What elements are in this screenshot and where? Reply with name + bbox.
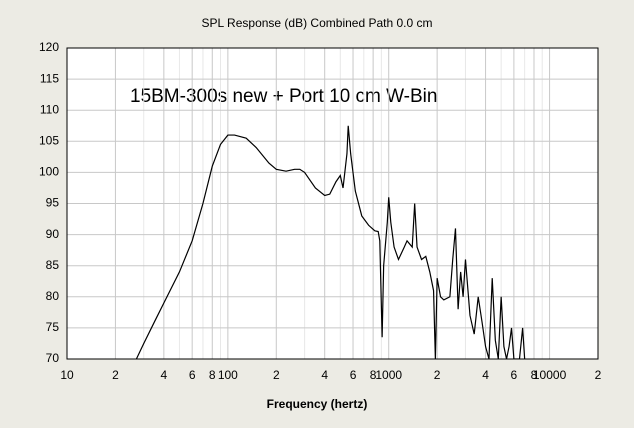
y-tick-label: 90 <box>46 227 60 241</box>
x-tick-label: 6 <box>350 368 357 382</box>
y-tick-label: 100 <box>39 165 59 179</box>
x-tick-label: 4 <box>161 368 168 382</box>
x-tick-label: 100 <box>218 368 238 382</box>
y-tick-label: 70 <box>46 351 60 365</box>
y-tick-label: 85 <box>46 258 60 272</box>
x-tick-label: 6 <box>189 368 196 382</box>
x-tick-label: 2 <box>273 368 280 382</box>
x-tick-label: 2 <box>112 368 119 382</box>
series-line <box>135 125 526 359</box>
y-tick-label: 120 <box>39 40 59 54</box>
x-tick-label: 6 <box>511 368 518 382</box>
x-axis-label: Frequency (hertz) <box>267 397 368 411</box>
x-tick-label: 8 <box>531 368 538 382</box>
x-tick-label: 8 <box>209 368 216 382</box>
y-tick-label: 95 <box>46 196 60 210</box>
x-tick-label: 1000 <box>375 368 402 382</box>
x-tick-label: 4 <box>321 368 328 382</box>
x-tick-label: 4 <box>482 368 489 382</box>
annotation: 15BM-300s new + Port 10 cm W-Bin <box>130 86 437 107</box>
y-tick-label: 75 <box>46 320 60 334</box>
chart-title: SPL Response (dB) Combined Path 0.0 cm <box>201 16 432 30</box>
y-tick-label: 115 <box>40 71 59 85</box>
x-tick-label: 2 <box>434 368 441 382</box>
x-tick-label: 10 <box>60 368 74 382</box>
y-tick-label: 110 <box>40 102 59 116</box>
x-tick-label: 2 <box>595 368 602 382</box>
y-tick-label: 105 <box>39 133 59 147</box>
plot-border <box>66 47 599 360</box>
x-tick-label: 8 <box>370 368 377 382</box>
x-tick-label: 10000 <box>533 368 567 382</box>
y-tick-label: 80 <box>46 289 60 303</box>
